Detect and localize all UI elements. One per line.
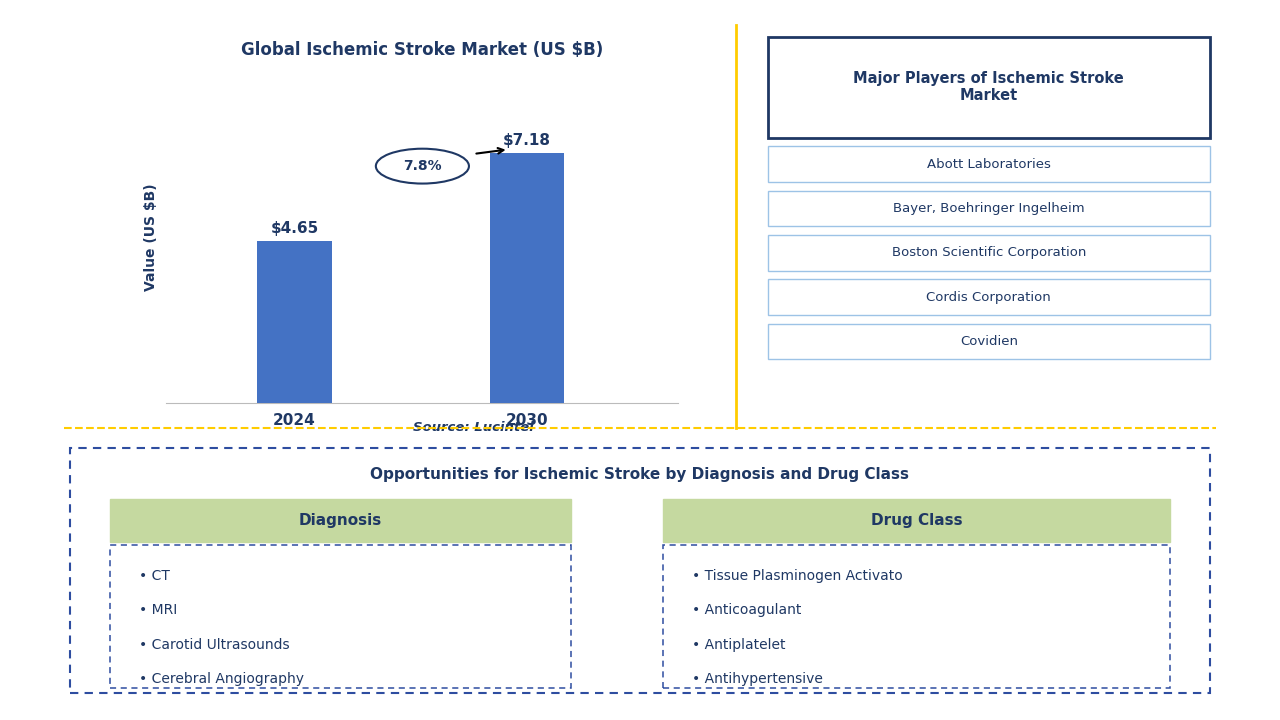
Title: Global Ischemic Stroke Market (US $B): Global Ischemic Stroke Market (US $B): [241, 41, 604, 59]
Text: Covidien: Covidien: [960, 335, 1018, 348]
Text: Source: Lucintel: Source: Lucintel: [413, 421, 534, 434]
FancyBboxPatch shape: [768, 323, 1210, 359]
Text: • Antiplatelet: • Antiplatelet: [692, 638, 786, 652]
FancyBboxPatch shape: [768, 279, 1210, 315]
Bar: [490, 153, 564, 403]
Y-axis label: Value (US $B): Value (US $B): [145, 184, 157, 292]
Text: • Antihypertensive: • Antihypertensive: [692, 672, 823, 686]
Bar: [257, 241, 332, 403]
FancyBboxPatch shape: [768, 191, 1210, 226]
Text: Major Players of Ischemic Stroke
Market: Major Players of Ischemic Stroke Market: [854, 71, 1124, 104]
Text: Boston Scientific Corporation: Boston Scientific Corporation: [892, 246, 1085, 259]
Ellipse shape: [376, 149, 468, 184]
Text: • Cerebral Angiography: • Cerebral Angiography: [138, 672, 303, 686]
FancyBboxPatch shape: [768, 235, 1210, 271]
Text: • Tissue Plasminogen Activato: • Tissue Plasminogen Activato: [692, 569, 902, 582]
FancyBboxPatch shape: [70, 448, 1211, 693]
FancyBboxPatch shape: [110, 545, 571, 688]
Text: • MRI: • MRI: [138, 603, 177, 617]
Text: Diagnosis: Diagnosis: [298, 513, 383, 528]
Text: Drug Class: Drug Class: [870, 513, 963, 528]
Text: Abott Laboratories: Abott Laboratories: [927, 158, 1051, 171]
Text: • Anticoagulant: • Anticoagulant: [692, 603, 801, 617]
FancyBboxPatch shape: [768, 146, 1210, 182]
FancyBboxPatch shape: [663, 499, 1170, 542]
FancyBboxPatch shape: [663, 545, 1170, 688]
Text: Cordis Corporation: Cordis Corporation: [927, 291, 1051, 304]
Text: $7.18: $7.18: [503, 132, 552, 148]
Text: • CT: • CT: [138, 569, 170, 582]
Text: • Carotid Ultrasounds: • Carotid Ultrasounds: [138, 638, 289, 652]
Text: 7.8%: 7.8%: [403, 159, 442, 173]
Text: Bayer, Boehringer Ingelheim: Bayer, Boehringer Ingelheim: [893, 202, 1084, 215]
FancyBboxPatch shape: [768, 37, 1210, 138]
Text: Opportunities for Ischemic Stroke by Diagnosis and Drug Class: Opportunities for Ischemic Stroke by Dia…: [370, 467, 910, 482]
FancyBboxPatch shape: [110, 499, 571, 542]
Text: $4.65: $4.65: [270, 221, 319, 236]
